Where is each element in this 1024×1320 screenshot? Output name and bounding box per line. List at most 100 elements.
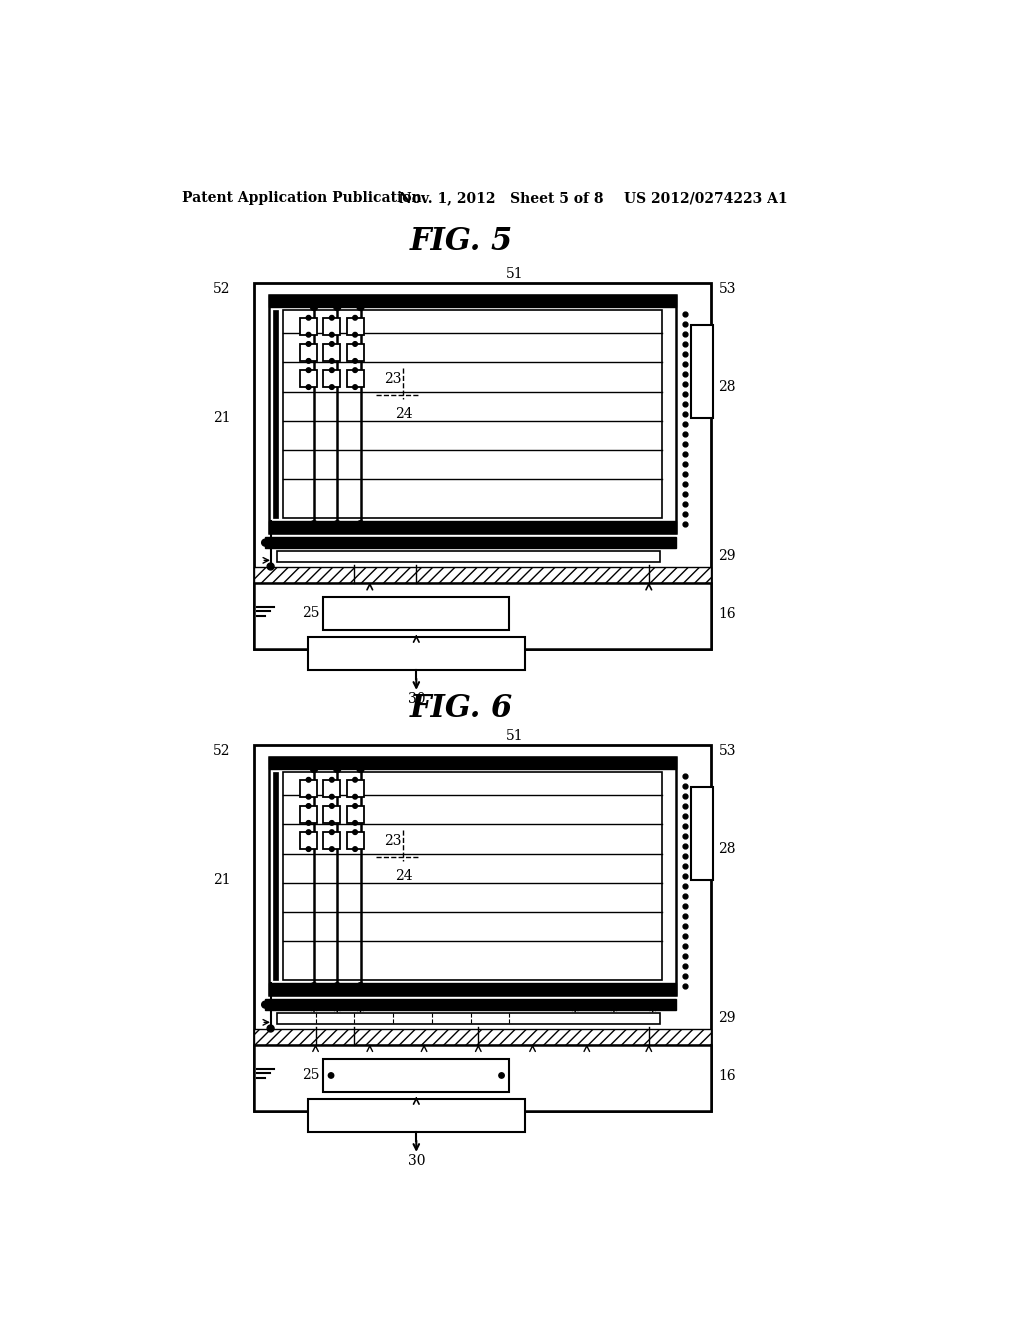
Text: 52: 52 [213,282,230,296]
Circle shape [330,847,334,851]
Circle shape [334,766,341,772]
Bar [276,552,660,562]
Text: 53: 53 [719,744,736,758]
Circle shape [334,982,341,990]
Bar [346,832,364,849]
Text: 51: 51 [506,267,523,281]
Bar [300,318,317,335]
Circle shape [499,1073,504,1078]
Bar [254,1045,711,1111]
Circle shape [352,368,357,372]
Bar [346,807,364,822]
Circle shape [330,830,334,834]
Text: Patent Application Publication: Patent Application Publication [182,191,422,206]
Circle shape [357,520,364,528]
Bar [254,744,711,1111]
Bar [346,345,364,360]
Text: 21: 21 [213,411,230,425]
Text: 25: 25 [302,1068,319,1082]
Bar [265,999,676,1010]
Circle shape [306,777,311,781]
Bar [300,345,317,360]
Circle shape [352,804,357,808]
Circle shape [306,315,311,321]
Circle shape [334,520,341,528]
Bar [346,318,364,335]
Circle shape [352,830,357,834]
Circle shape [352,821,357,825]
Bar [283,310,662,517]
Circle shape [306,342,311,346]
Bar [324,597,509,630]
Bar [324,345,340,360]
Text: US 2012/0274223 A1: US 2012/0274223 A1 [624,191,787,206]
Circle shape [306,821,311,825]
Text: 28: 28 [719,842,736,857]
Circle shape [357,982,364,990]
Bar [300,780,317,797]
Text: 30: 30 [408,692,425,706]
Circle shape [306,795,311,799]
Circle shape [330,804,334,808]
Bar [324,370,340,387]
Text: 53: 53 [719,282,736,296]
Bar [254,583,711,649]
Circle shape [310,304,317,310]
Bar [300,832,317,849]
Bar [324,1059,509,1092]
Bar [269,521,676,533]
Circle shape [330,315,334,321]
Circle shape [262,539,268,546]
Bar [254,284,711,649]
Bar [269,294,676,308]
Circle shape [352,315,357,321]
Text: 24: 24 [395,869,413,883]
Text: 23: 23 [384,372,401,387]
Circle shape [306,804,311,808]
Circle shape [357,766,364,772]
Text: Nov. 1, 2012   Sheet 5 of 8: Nov. 1, 2012 Sheet 5 of 8 [399,191,604,206]
Circle shape [330,795,334,799]
Text: FIG. 5: FIG. 5 [410,226,513,257]
Text: 30: 30 [408,1154,425,1168]
Circle shape [310,520,317,528]
Bar [269,294,676,533]
Circle shape [262,1001,268,1008]
Circle shape [352,795,357,799]
Circle shape [352,385,357,389]
Circle shape [306,359,311,363]
Text: 24: 24 [395,407,413,421]
Circle shape [352,777,357,781]
Circle shape [330,368,334,372]
Circle shape [306,847,311,851]
Circle shape [310,766,317,772]
Circle shape [330,359,334,363]
Text: 21: 21 [213,873,230,887]
Circle shape [330,777,334,781]
Bar [308,1100,524,1131]
Bar [346,780,364,797]
Circle shape [352,333,357,337]
Bar [269,756,676,995]
Bar [276,1014,660,1024]
Circle shape [330,342,334,346]
Bar [273,772,279,979]
Bar [691,788,713,880]
Bar [273,310,279,517]
Circle shape [306,830,311,834]
Bar [300,807,317,822]
Circle shape [306,368,311,372]
Bar [324,832,340,849]
Circle shape [352,359,357,363]
Circle shape [357,304,364,310]
Circle shape [310,982,317,990]
Bar [254,1028,711,1045]
Text: 28: 28 [719,380,736,395]
Circle shape [306,385,311,389]
Circle shape [352,847,357,851]
Bar [324,807,340,822]
Circle shape [306,333,311,337]
Text: 52: 52 [213,744,230,758]
Text: FIG. 6: FIG. 6 [410,693,513,725]
Bar [269,756,676,770]
